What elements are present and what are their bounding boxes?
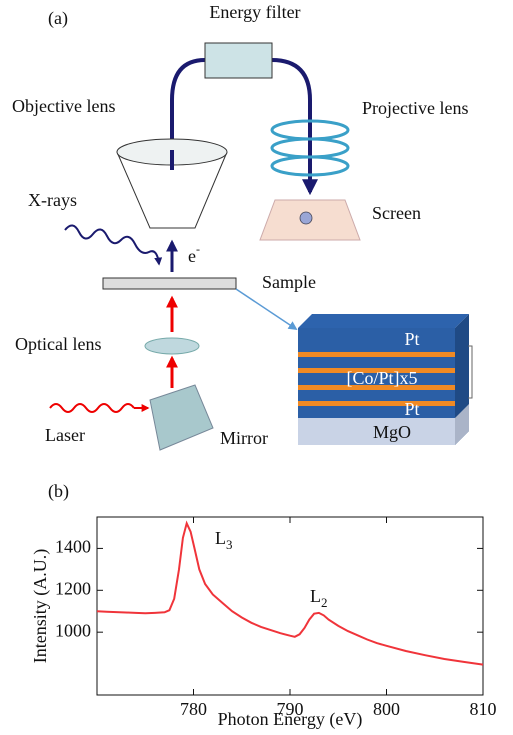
label: e <box>188 246 196 266</box>
plot-frame <box>97 517 483 695</box>
x-tick-label: 800 <box>373 699 400 719</box>
label: Mirror <box>220 428 268 448</box>
x-tick-label: 810 <box>470 699 497 719</box>
mirror <box>150 385 213 450</box>
co-layer <box>298 401 455 406</box>
panel-label: (b) <box>48 481 69 502</box>
annotation: L3 <box>215 528 233 552</box>
layer-label: Pt <box>404 329 419 349</box>
sample <box>103 278 236 289</box>
xray <box>65 225 159 264</box>
y-tick-label: 1000 <box>55 620 91 640</box>
annotation: L2 <box>310 586 328 610</box>
annotation-text: L <box>310 586 321 606</box>
y-tick-label: 1200 <box>55 578 91 598</box>
label: Sample <box>262 272 316 292</box>
panel-label: (a) <box>48 8 68 29</box>
annotation-text: L <box>215 528 226 548</box>
label: Energy filter <box>209 2 300 22</box>
data-line <box>97 523 483 664</box>
diagram: (a) Energy filter Objective lens Project… <box>12 2 472 450</box>
chart: (b) Photon Energy (eV) Intensity (A.U.) … <box>30 481 496 730</box>
label: Screen <box>372 203 421 223</box>
label: Objective lens <box>12 96 115 116</box>
annotation-subscript: 3 <box>226 537 233 552</box>
x-tick-label: 790 <box>277 699 304 719</box>
zoom-arrow <box>236 289 296 329</box>
layer-label: Pt <box>404 399 419 419</box>
y-axis-title: Intensity (A.U.) <box>30 549 51 663</box>
laser-wave <box>50 404 134 412</box>
layer-label: MgO <box>373 422 411 442</box>
label: e- <box>188 242 200 266</box>
label: X-rays <box>28 190 77 210</box>
co-layer <box>298 352 455 357</box>
figure: (a) Energy filter Objective lens Project… <box>0 0 513 735</box>
energy-filter <box>205 43 272 78</box>
label: - <box>196 242 200 256</box>
x-tick-label: 780 <box>180 699 207 719</box>
label: Projective lens <box>362 98 468 118</box>
stack-top <box>298 314 469 328</box>
layer-label: [Co/Pt]x5 <box>346 368 417 388</box>
label: Laser <box>45 425 85 445</box>
layer-stack: Pt [Co/Pt]x5 Pt MgO <box>298 314 472 445</box>
y-tick-label: 1400 <box>55 537 91 557</box>
optical-lens <box>145 338 199 354</box>
image <box>300 212 312 224</box>
annotation-subscript: 2 <box>321 595 328 610</box>
label: Optical lens <box>15 334 101 354</box>
